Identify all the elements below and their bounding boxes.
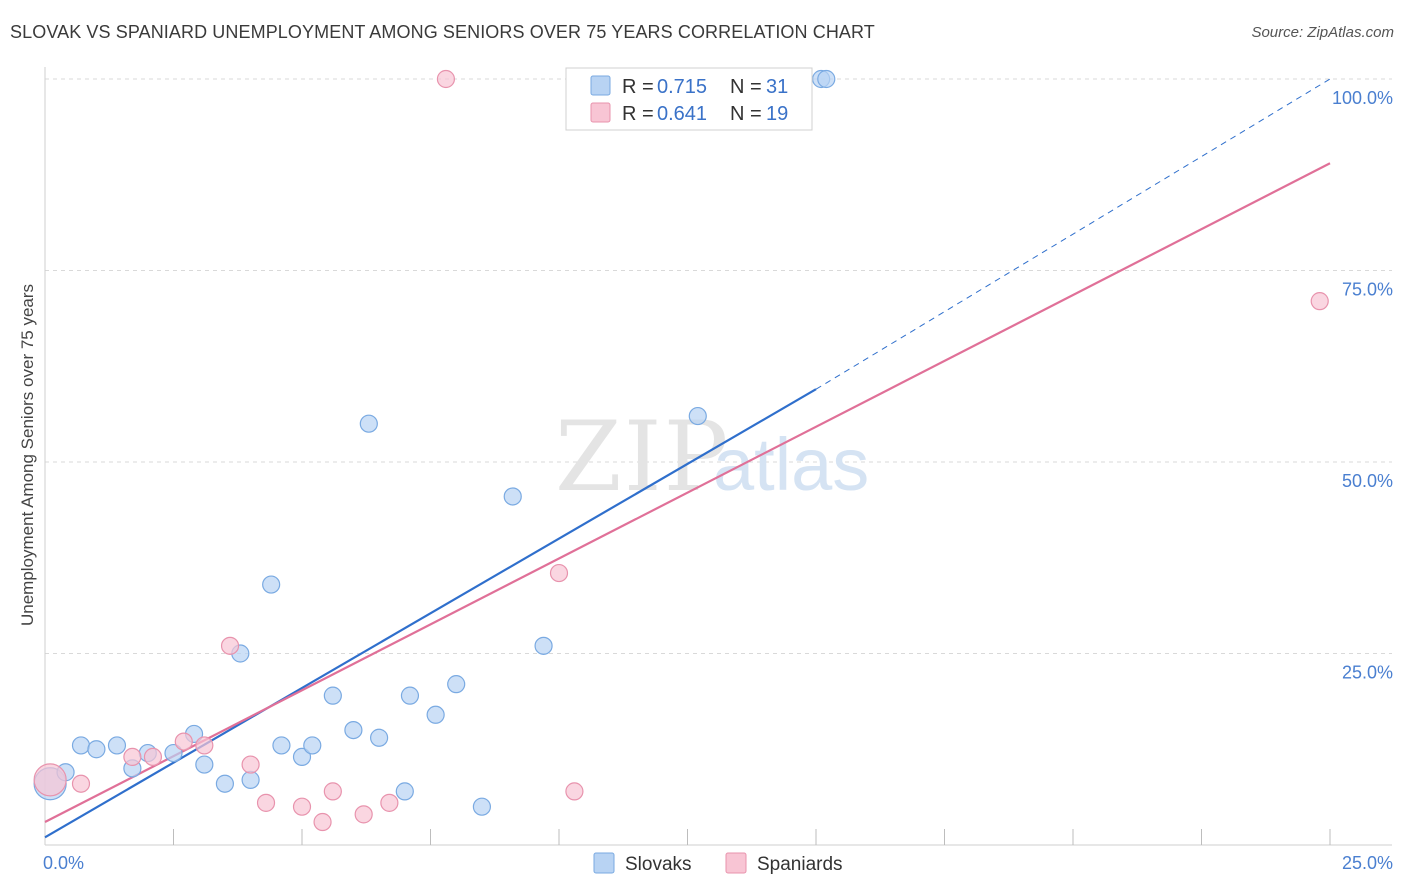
point-slovaks xyxy=(400,686,420,705)
point-spaniards xyxy=(323,782,342,801)
y-tick-label: 100.0% xyxy=(1332,88,1393,108)
gridlines xyxy=(45,78,1392,654)
point-spaniards xyxy=(33,763,67,797)
y-tick-label: 75.0% xyxy=(1342,280,1393,300)
point-spaniards xyxy=(549,563,569,583)
point-slovaks xyxy=(241,770,260,789)
point-spaniards xyxy=(174,732,193,751)
point-slovaks xyxy=(71,736,91,755)
bottom-legend-spaniard-swatch xyxy=(725,852,747,874)
source-label: Source: ZipAtlas.com xyxy=(1251,24,1394,41)
point-slovaks xyxy=(426,705,445,724)
y-tick-label: 25.0% xyxy=(1342,663,1393,683)
point-slovaks xyxy=(688,406,707,426)
legend-n-label: N = xyxy=(730,76,762,98)
point-slovaks xyxy=(344,720,363,740)
point-spaniards xyxy=(123,747,142,767)
point-slovaks xyxy=(195,755,214,774)
point-spaniards xyxy=(380,793,399,812)
bottom-legend-spaniards: Spaniards xyxy=(757,854,843,875)
legend-n-label: N = xyxy=(730,103,762,125)
point-slovaks xyxy=(303,736,322,755)
x-tick-label: 25.0% xyxy=(1342,853,1393,873)
bottom-legend: Slovaks Spaniards xyxy=(593,852,843,875)
trend-extension-slovaks xyxy=(815,78,1331,390)
trend-line-spaniards xyxy=(44,162,1331,823)
point-spaniards xyxy=(256,793,276,812)
legend-spaniard-n: 19 xyxy=(766,103,788,125)
point-spaniards xyxy=(565,782,584,801)
trend-line-slovaks xyxy=(44,388,817,839)
legend-spaniard-r: 0.641 xyxy=(657,103,707,125)
point-slovaks xyxy=(472,797,491,816)
point-spaniards xyxy=(292,797,312,816)
point-spaniards xyxy=(436,69,456,89)
tick-labels: 25.0% 50.0% 75.0% 100.0% 0.0% 25.0% xyxy=(43,88,1393,873)
y-tick-label: 50.0% xyxy=(1342,471,1393,491)
data-points xyxy=(33,69,1329,832)
point-spaniards xyxy=(241,755,260,774)
bottom-legend-slovaks: Slovaks xyxy=(625,854,692,875)
point-slovaks xyxy=(292,747,312,767)
point-slovaks xyxy=(447,675,466,694)
point-slovaks xyxy=(107,736,127,755)
point-slovaks xyxy=(395,782,414,801)
legend-r-label: R = xyxy=(622,103,654,125)
point-slovaks xyxy=(817,69,836,89)
point-slovaks xyxy=(534,636,553,655)
point-spaniards xyxy=(71,774,91,793)
watermark-atlas: atlas xyxy=(713,423,869,506)
point-spaniards xyxy=(143,747,163,767)
point-slovaks xyxy=(503,487,522,506)
point-slovaks xyxy=(370,728,389,747)
legend-spaniard-swatch xyxy=(590,102,611,123)
legend-slovak-swatch xyxy=(590,75,611,96)
point-spaniards xyxy=(354,805,373,824)
legend-slovak-r: 0.715 xyxy=(657,76,707,98)
point-slovaks xyxy=(359,414,378,433)
point-slovaks xyxy=(262,575,281,594)
legend-r-label: R = xyxy=(622,76,654,98)
point-slovaks xyxy=(164,743,183,763)
watermark: ZIP atlas xyxy=(555,401,869,513)
point-slovaks xyxy=(87,740,106,759)
bottom-legend-slovak-swatch xyxy=(593,852,615,874)
chart-title: SLOVAK VS SPANIARD UNEMPLOYMENT AMONG SE… xyxy=(10,22,875,42)
point-spaniards xyxy=(313,812,332,832)
point-slovaks xyxy=(215,774,234,793)
y-axis-label: Unemployment Among Seniors over 75 years xyxy=(18,284,37,626)
trend-lines xyxy=(44,78,1331,839)
legend-box: R = 0.715 N = 31 R = 0.641 N = 19 xyxy=(565,67,813,131)
x-tick-label: 0.0% xyxy=(43,853,84,873)
axes xyxy=(44,67,1392,846)
point-slovaks xyxy=(323,686,342,705)
point-slovaks xyxy=(272,736,291,755)
point-spaniards xyxy=(220,636,240,655)
point-spaniards xyxy=(1310,292,1329,311)
point-spaniards xyxy=(195,736,214,755)
legend-slovak-n: 31 xyxy=(766,76,788,98)
